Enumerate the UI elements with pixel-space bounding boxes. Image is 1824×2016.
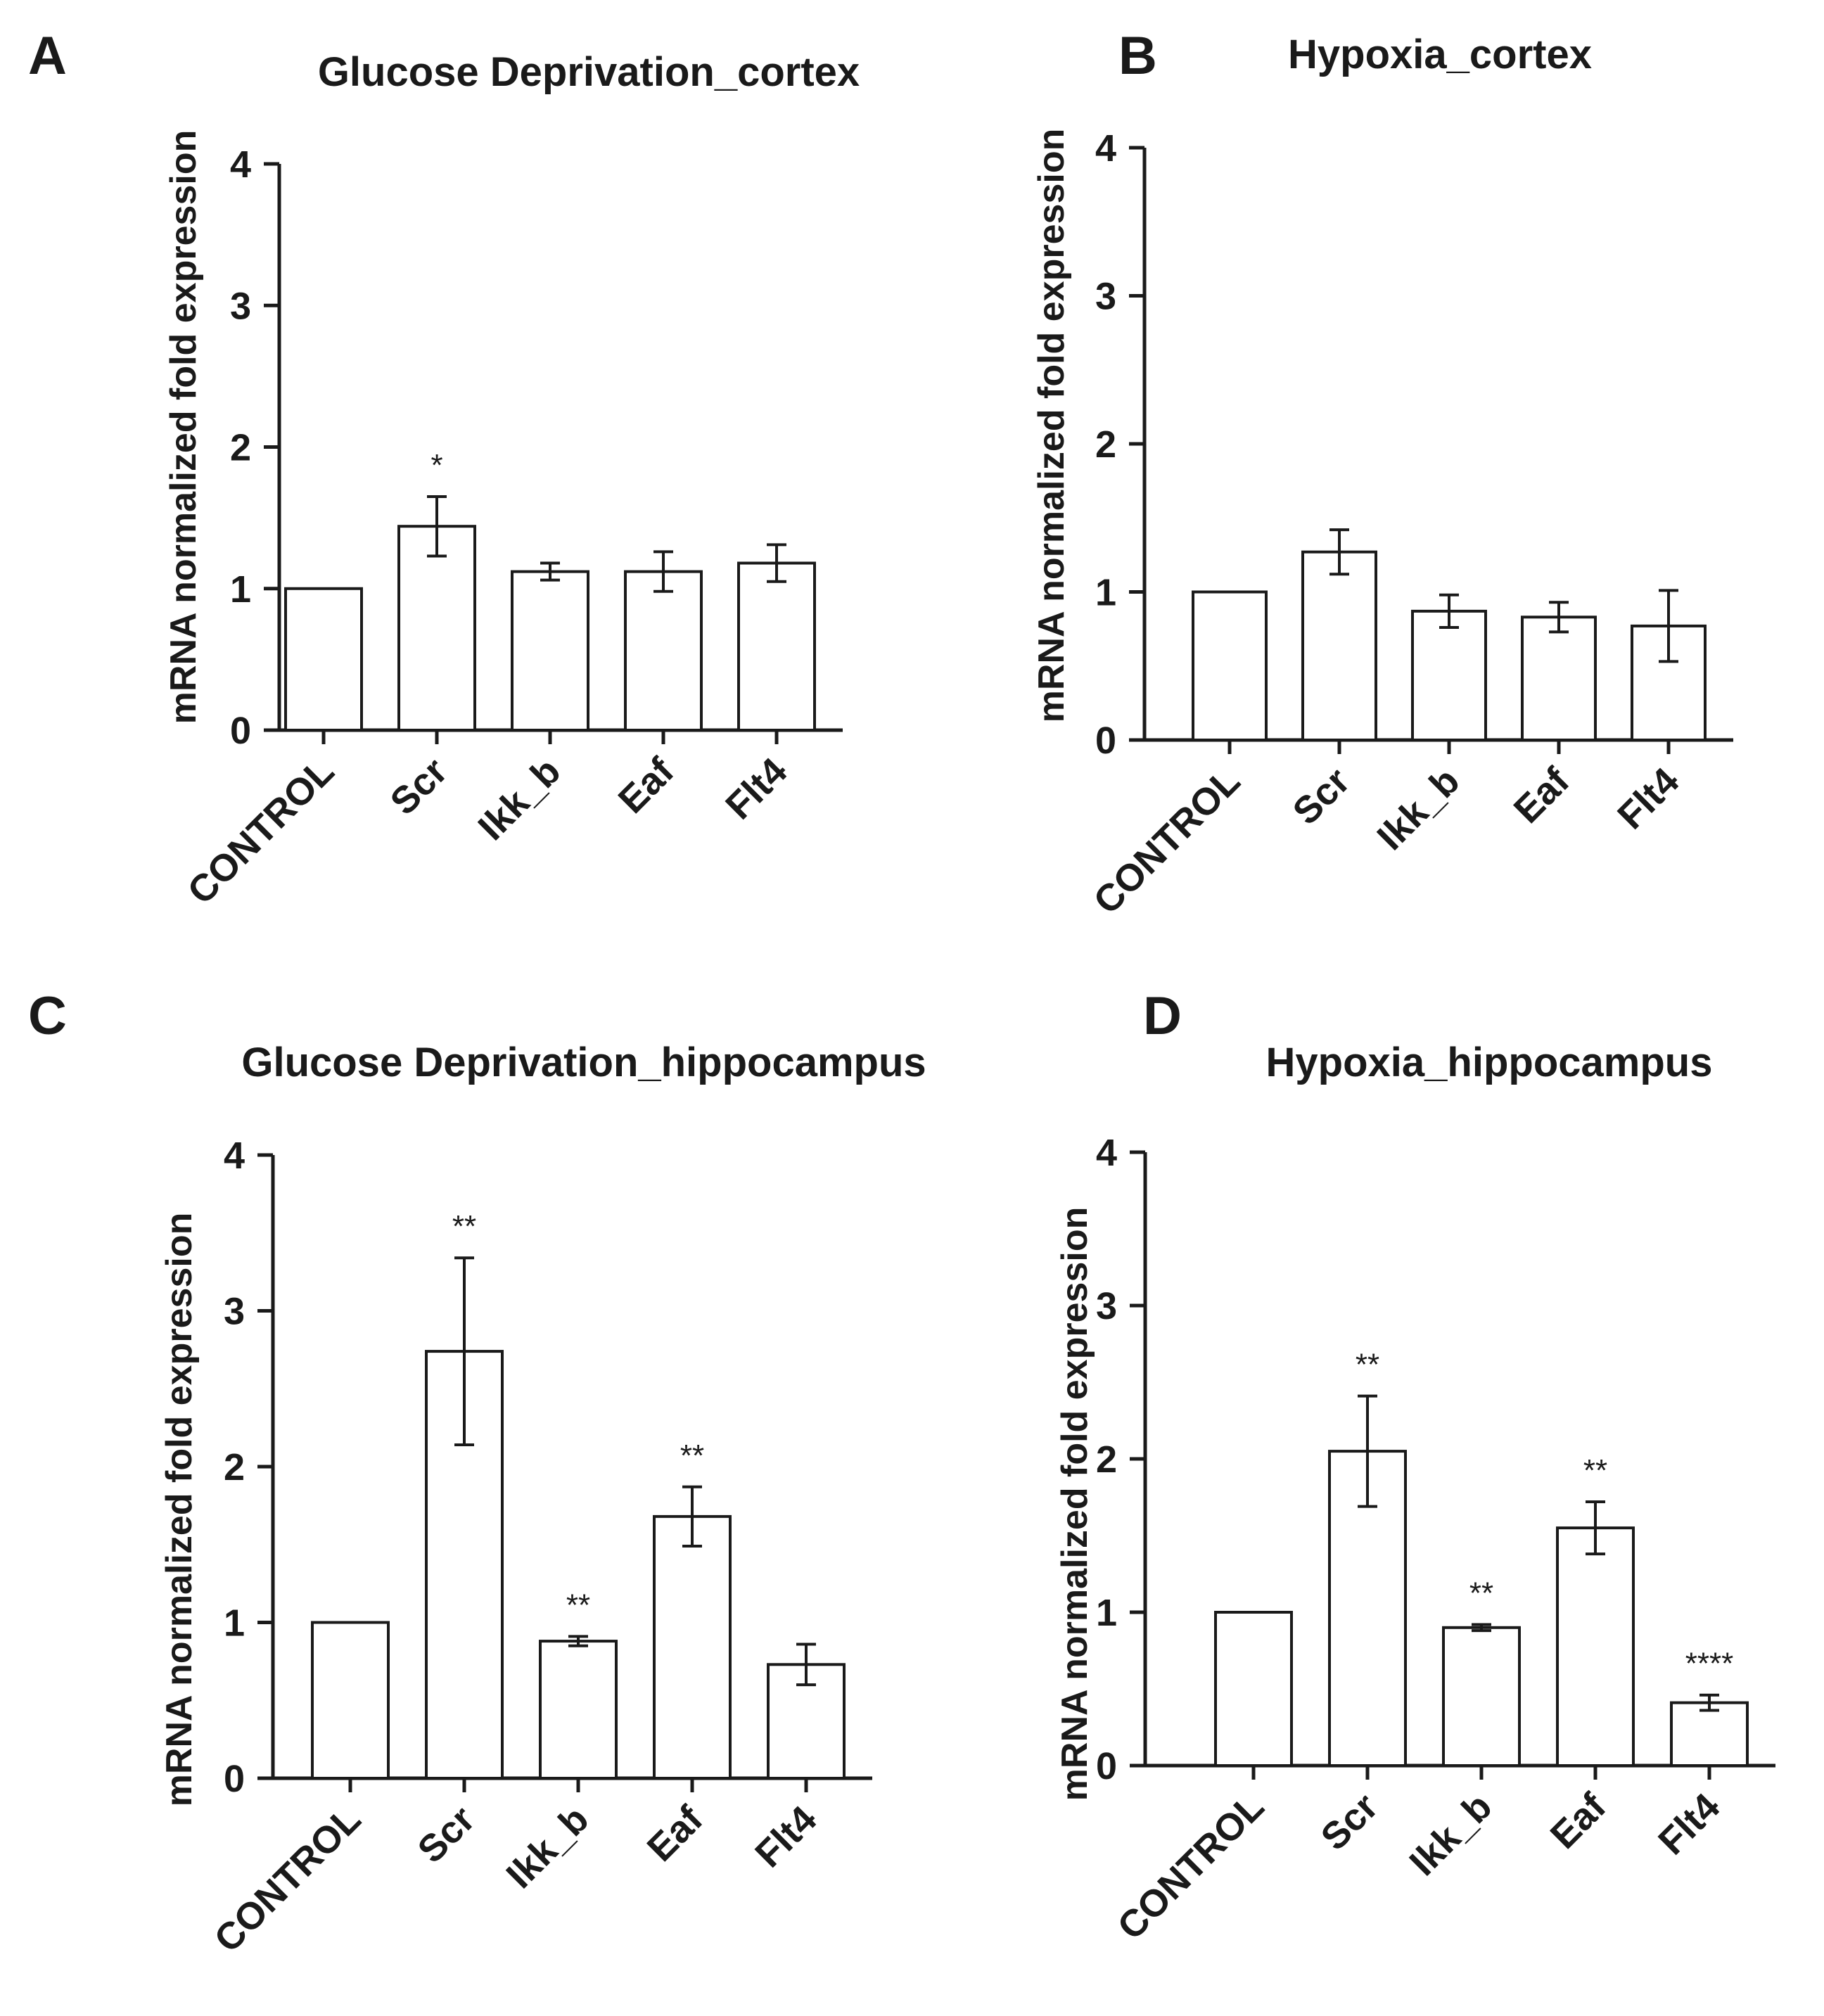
bar	[624, 570, 703, 732]
bar	[1214, 1611, 1293, 1767]
y-tick-label: 4	[224, 1135, 245, 1177]
significance-label: **	[680, 1438, 704, 1473]
bar	[511, 570, 589, 732]
bar	[284, 587, 363, 732]
y-tick-label: 1	[1095, 572, 1116, 614]
y-axis-title: mRNA normalized fold expression	[1031, 129, 1072, 723]
y-tick-label: 2	[230, 427, 251, 469]
bar	[1670, 1701, 1749, 1768]
bar	[1301, 550, 1377, 741]
y-tick-label: 3	[1096, 1285, 1117, 1327]
panel-letter: A	[28, 26, 67, 86]
panel-title: Glucose Deprivation_hippocampus	[241, 1040, 926, 1085]
significance-label: ****	[1685, 1647, 1734, 1681]
significance-label: **	[1356, 1348, 1379, 1382]
y-tick-label: 4	[1096, 1132, 1117, 1174]
y-tick-label: 2	[1095, 423, 1116, 466]
y-tick-label: 0	[1096, 1745, 1117, 1787]
y-tick-label: 3	[224, 1291, 245, 1333]
y-axis-title: mRNA normalized fold expression	[163, 130, 204, 725]
panel-title: Hypoxia_cortex	[1288, 32, 1592, 77]
y-tick-label: 1	[224, 1602, 245, 1645]
y-tick-label: 0	[224, 1758, 245, 1800]
y-tick-label: 3	[230, 285, 251, 327]
panel-title: Hypoxia_hippocampus	[1266, 1040, 1713, 1085]
y-tick-label: 4	[1095, 127, 1116, 170]
significance-label: **	[452, 1209, 476, 1244]
bar	[1556, 1526, 1635, 1768]
bar	[653, 1514, 732, 1780]
y-tick-label: 1	[230, 568, 251, 611]
y-tick-label: 0	[1095, 720, 1116, 762]
y-tick-label: 3	[1095, 276, 1116, 318]
y-tick-label: 2	[1096, 1438, 1117, 1481]
panel-title: Glucose Deprivation_cortex	[318, 49, 860, 95]
panel-letter: C	[28, 986, 67, 1046]
panel-letter: D	[1143, 986, 1182, 1046]
significance-label: *	[431, 448, 442, 483]
bar	[737, 561, 816, 732]
bar	[1521, 615, 1597, 741]
y-tick-label: 0	[230, 710, 251, 752]
significance-label: **	[566, 1588, 590, 1622]
y-tick-label: 4	[230, 143, 251, 186]
bar	[1192, 590, 1268, 741]
y-axis-title: mRNA normalized fold expression	[1054, 1207, 1095, 1801]
y-tick-label: 1	[1096, 1592, 1117, 1634]
bar	[1411, 609, 1487, 741]
significance-label: **	[1583, 1453, 1607, 1488]
bar	[311, 1621, 390, 1780]
bar	[1442, 1626, 1521, 1768]
bar	[539, 1640, 618, 1780]
y-tick-label: 2	[224, 1446, 245, 1488]
y-axis-title: mRNA normalized fold expression	[159, 1213, 200, 1807]
panel-letter: B	[1118, 26, 1157, 86]
significance-label: **	[1469, 1576, 1493, 1610]
